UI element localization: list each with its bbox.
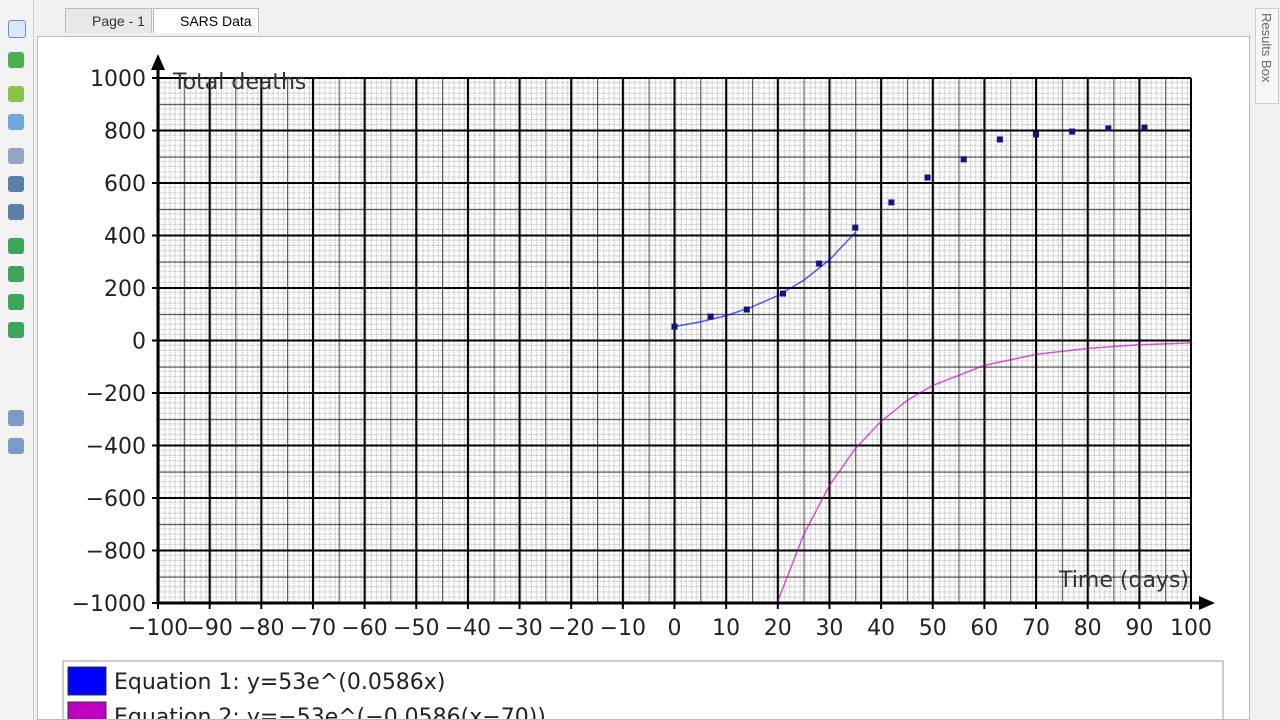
x-tick-label: −60	[341, 616, 387, 641]
x-tick-label: 10	[712, 616, 740, 641]
data-point	[852, 224, 859, 231]
y-tick-label: −400	[86, 435, 146, 460]
legend-swatch	[67, 666, 107, 696]
data-point	[960, 156, 967, 163]
x-tick-label: 0	[668, 616, 682, 641]
legend-box	[62, 660, 1224, 719]
zoom-out-tool[interactable]	[8, 204, 24, 220]
zoom-in-tool[interactable]	[8, 176, 24, 192]
data-point	[743, 306, 750, 313]
x-tick-label: −100	[128, 616, 188, 641]
y-tick-label: −200	[86, 382, 146, 407]
y-tick-label: 400	[104, 225, 146, 250]
x-tick-label: 50	[919, 616, 947, 641]
y-axis-title: Total deaths	[172, 70, 306, 95]
tab-bar: Page - 1 SARS Data	[37, 6, 1250, 34]
y-tick-label: 800	[104, 120, 146, 145]
legend-label: Equation 2: y=−53e^(−0.0586(x−70))	[114, 705, 546, 719]
legend: Equation 1: y=53e^(0.0586x) Equation 2: y…	[62, 660, 1224, 719]
y-tick-label: 1000	[90, 67, 146, 92]
data-point	[1069, 128, 1076, 135]
pan-tool[interactable]	[8, 148, 24, 164]
fit-tool[interactable]	[8, 238, 24, 254]
x-tick-label: 100	[1170, 616, 1212, 641]
tab[interactable]: Page - 1	[65, 8, 152, 33]
y-axis-arrow	[151, 54, 165, 70]
data-point	[1141, 124, 1148, 131]
y-tick-label: 600	[104, 172, 146, 197]
x-tick-label: −30	[496, 616, 542, 641]
toolbar	[0, 0, 34, 720]
y-tick-label: −600	[86, 487, 146, 512]
x-tick-label: 40	[867, 616, 895, 641]
x-tick-label: −90	[186, 616, 232, 641]
data-point	[779, 290, 786, 297]
x-tick-label: −70	[290, 616, 336, 641]
legend-swatch	[67, 701, 107, 719]
equation-curve	[674, 231, 856, 328]
pencil-tool[interactable]	[8, 86, 24, 102]
x-tick-label: 70	[1022, 616, 1050, 641]
data-point	[996, 136, 1003, 143]
x-tick-label: 60	[970, 616, 998, 641]
side-panel-label: Results Box	[1259, 13, 1274, 83]
y-tick-label: −800	[86, 540, 146, 565]
y-tick-label: −1000	[72, 592, 146, 617]
zoom-reset-tool[interactable]	[8, 438, 24, 454]
data-point	[707, 313, 714, 320]
fit-x-tool[interactable]	[8, 266, 24, 282]
x-tick-label: 80	[1074, 616, 1102, 641]
data-point	[816, 260, 823, 267]
equation-curve	[777, 342, 1192, 602]
x-axis-arrow	[1199, 596, 1215, 610]
x-tick-label: 30	[815, 616, 843, 641]
add-point-tool[interactable]	[8, 52, 24, 68]
fit-y-tool[interactable]	[8, 294, 24, 310]
canvas-area: Equation 1: y=53e^(0.0586x) Equation 2: y…	[37, 36, 1250, 720]
data-point	[1105, 125, 1112, 132]
zoom-box-tool[interactable]	[8, 410, 24, 426]
side-panel[interactable]: Results Box	[1255, 8, 1279, 104]
x-tick-label: −20	[548, 616, 594, 641]
x-tick-label: −10	[600, 616, 646, 641]
x-tick-label: 20	[764, 616, 792, 641]
legend-label: Equation 1: y=53e^(0.0586x)	[114, 670, 445, 695]
x-axis-title: Time (days)	[1058, 568, 1189, 593]
x-tick-label: −80	[238, 616, 284, 641]
chart: Equation 1: y=53e^(0.0586x) Equation 2: y…	[62, 54, 1224, 719]
select-tool[interactable]	[8, 20, 26, 38]
tab[interactable]: SARS Data	[153, 8, 259, 33]
y-tick-label: 200	[104, 277, 146, 302]
x-tick-label: −50	[393, 616, 439, 641]
eraser-tool[interactable]	[8, 114, 24, 130]
y-tick-label: 0	[132, 330, 146, 355]
fit-all-tool[interactable]	[8, 322, 24, 338]
data-point	[888, 199, 895, 206]
x-tick-label: −40	[445, 616, 491, 641]
data-point	[924, 174, 931, 181]
x-tick-label: 90	[1125, 616, 1153, 641]
data-point	[1033, 131, 1040, 138]
